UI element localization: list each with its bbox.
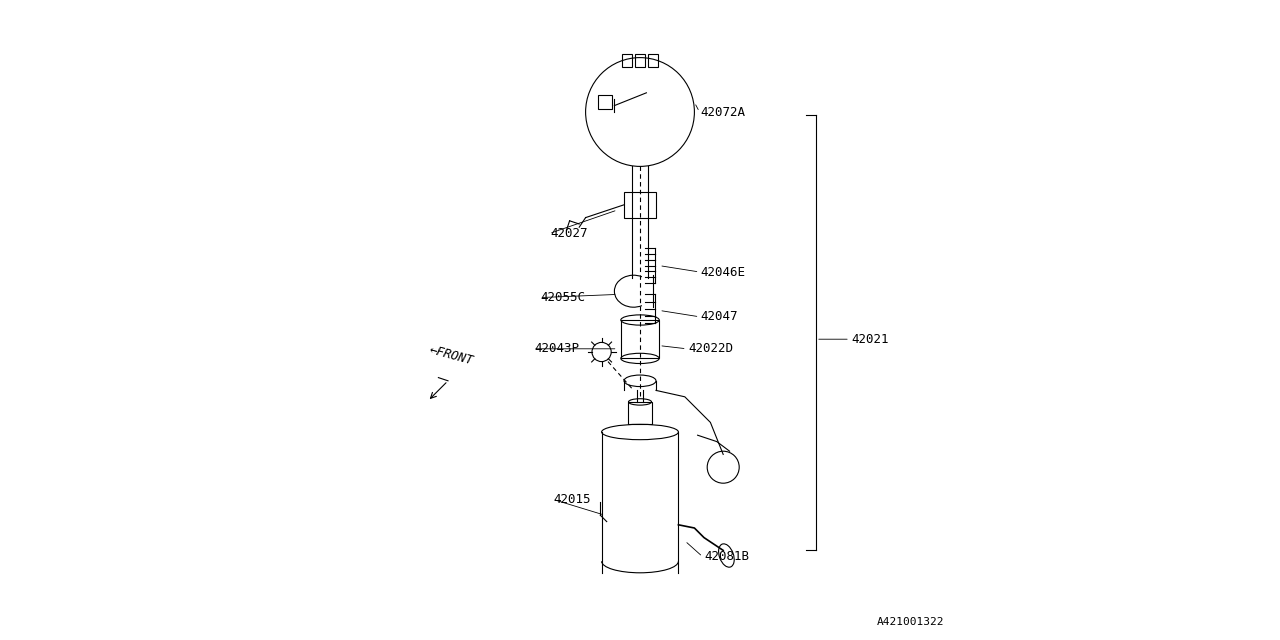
Bar	[599, 95, 613, 109]
Text: A421001322: A421001322	[877, 617, 945, 627]
Text: ←FRONT: ←FRONT	[428, 344, 475, 368]
Bar	[635, 54, 645, 67]
Text: 42072A: 42072A	[701, 106, 746, 118]
Text: 42015: 42015	[554, 493, 591, 506]
Text: 42027: 42027	[550, 227, 588, 240]
Text: 42055C: 42055C	[540, 291, 586, 304]
Bar	[625, 192, 657, 218]
Bar	[621, 320, 659, 358]
Text: 42047: 42047	[701, 310, 739, 323]
Text: 42081B: 42081B	[704, 550, 749, 563]
Bar	[648, 54, 658, 67]
Bar	[622, 54, 632, 67]
Text: 42021: 42021	[851, 333, 888, 346]
Text: 42046E: 42046E	[701, 266, 746, 278]
Text: 42022D: 42022D	[689, 342, 733, 355]
Text: 42043P: 42043P	[535, 342, 580, 355]
Bar	[628, 402, 652, 424]
